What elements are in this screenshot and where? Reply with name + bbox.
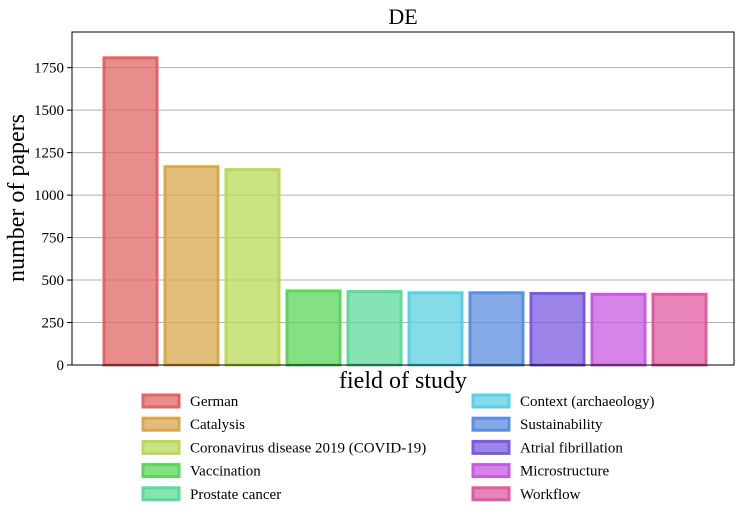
bar xyxy=(651,292,708,367)
legend-label: Catalysis xyxy=(190,417,245,433)
y-tick-label: 500 xyxy=(42,273,65,289)
y-tick-label: 1750 xyxy=(34,61,64,77)
legend-swatch xyxy=(471,486,511,502)
legend-swatch xyxy=(141,439,181,455)
bar xyxy=(224,168,281,367)
legend-swatch xyxy=(141,393,181,409)
legend-label: Vaccination xyxy=(190,464,261,480)
bar xyxy=(163,165,220,367)
y-tick-label: 750 xyxy=(42,231,65,247)
legend-label: Microstructure xyxy=(520,464,609,480)
bar xyxy=(102,56,159,367)
legend-label: Workflow xyxy=(520,487,581,503)
legend-swatch xyxy=(141,486,181,502)
bar xyxy=(529,291,586,367)
legend-label: Context (archaeology) xyxy=(520,394,655,410)
y-tick-label: 1500 xyxy=(34,103,64,119)
y-tick-label: 1000 xyxy=(34,188,64,204)
legend-label: Coronavirus disease 2019 (COVID-19) xyxy=(190,440,426,456)
legend-swatch xyxy=(141,463,181,479)
bars xyxy=(102,56,708,367)
legend-swatch xyxy=(471,439,511,455)
legend-label: German xyxy=(190,394,239,410)
bar xyxy=(407,291,464,367)
y-tick-label: 1250 xyxy=(34,146,64,162)
legend-swatch xyxy=(141,416,181,432)
bar xyxy=(285,289,342,367)
bar xyxy=(346,290,403,367)
legend-label: Sustainability xyxy=(520,417,603,433)
y-tick-label: 0 xyxy=(57,358,65,374)
legend-swatch xyxy=(471,416,511,432)
legend-label: Atrial fibrillation xyxy=(520,440,623,456)
y-tick-label: 250 xyxy=(42,316,65,332)
chart-title: DE xyxy=(388,4,417,29)
legend: German Catalysis Coronavirus disease 2019 … xyxy=(141,393,655,503)
legend-label: Prostate cancer xyxy=(190,487,281,503)
legend-swatch xyxy=(471,463,511,479)
legend-swatch xyxy=(471,393,511,409)
plot-frame xyxy=(71,31,735,366)
x-axis-label: field of study xyxy=(339,368,467,394)
bar xyxy=(590,292,647,367)
y-axis-label: number of papers xyxy=(4,114,30,282)
bar xyxy=(468,291,525,367)
y-axis-ticks: 0 250 500 750 1000 1250 1500 1750 xyxy=(34,61,72,374)
